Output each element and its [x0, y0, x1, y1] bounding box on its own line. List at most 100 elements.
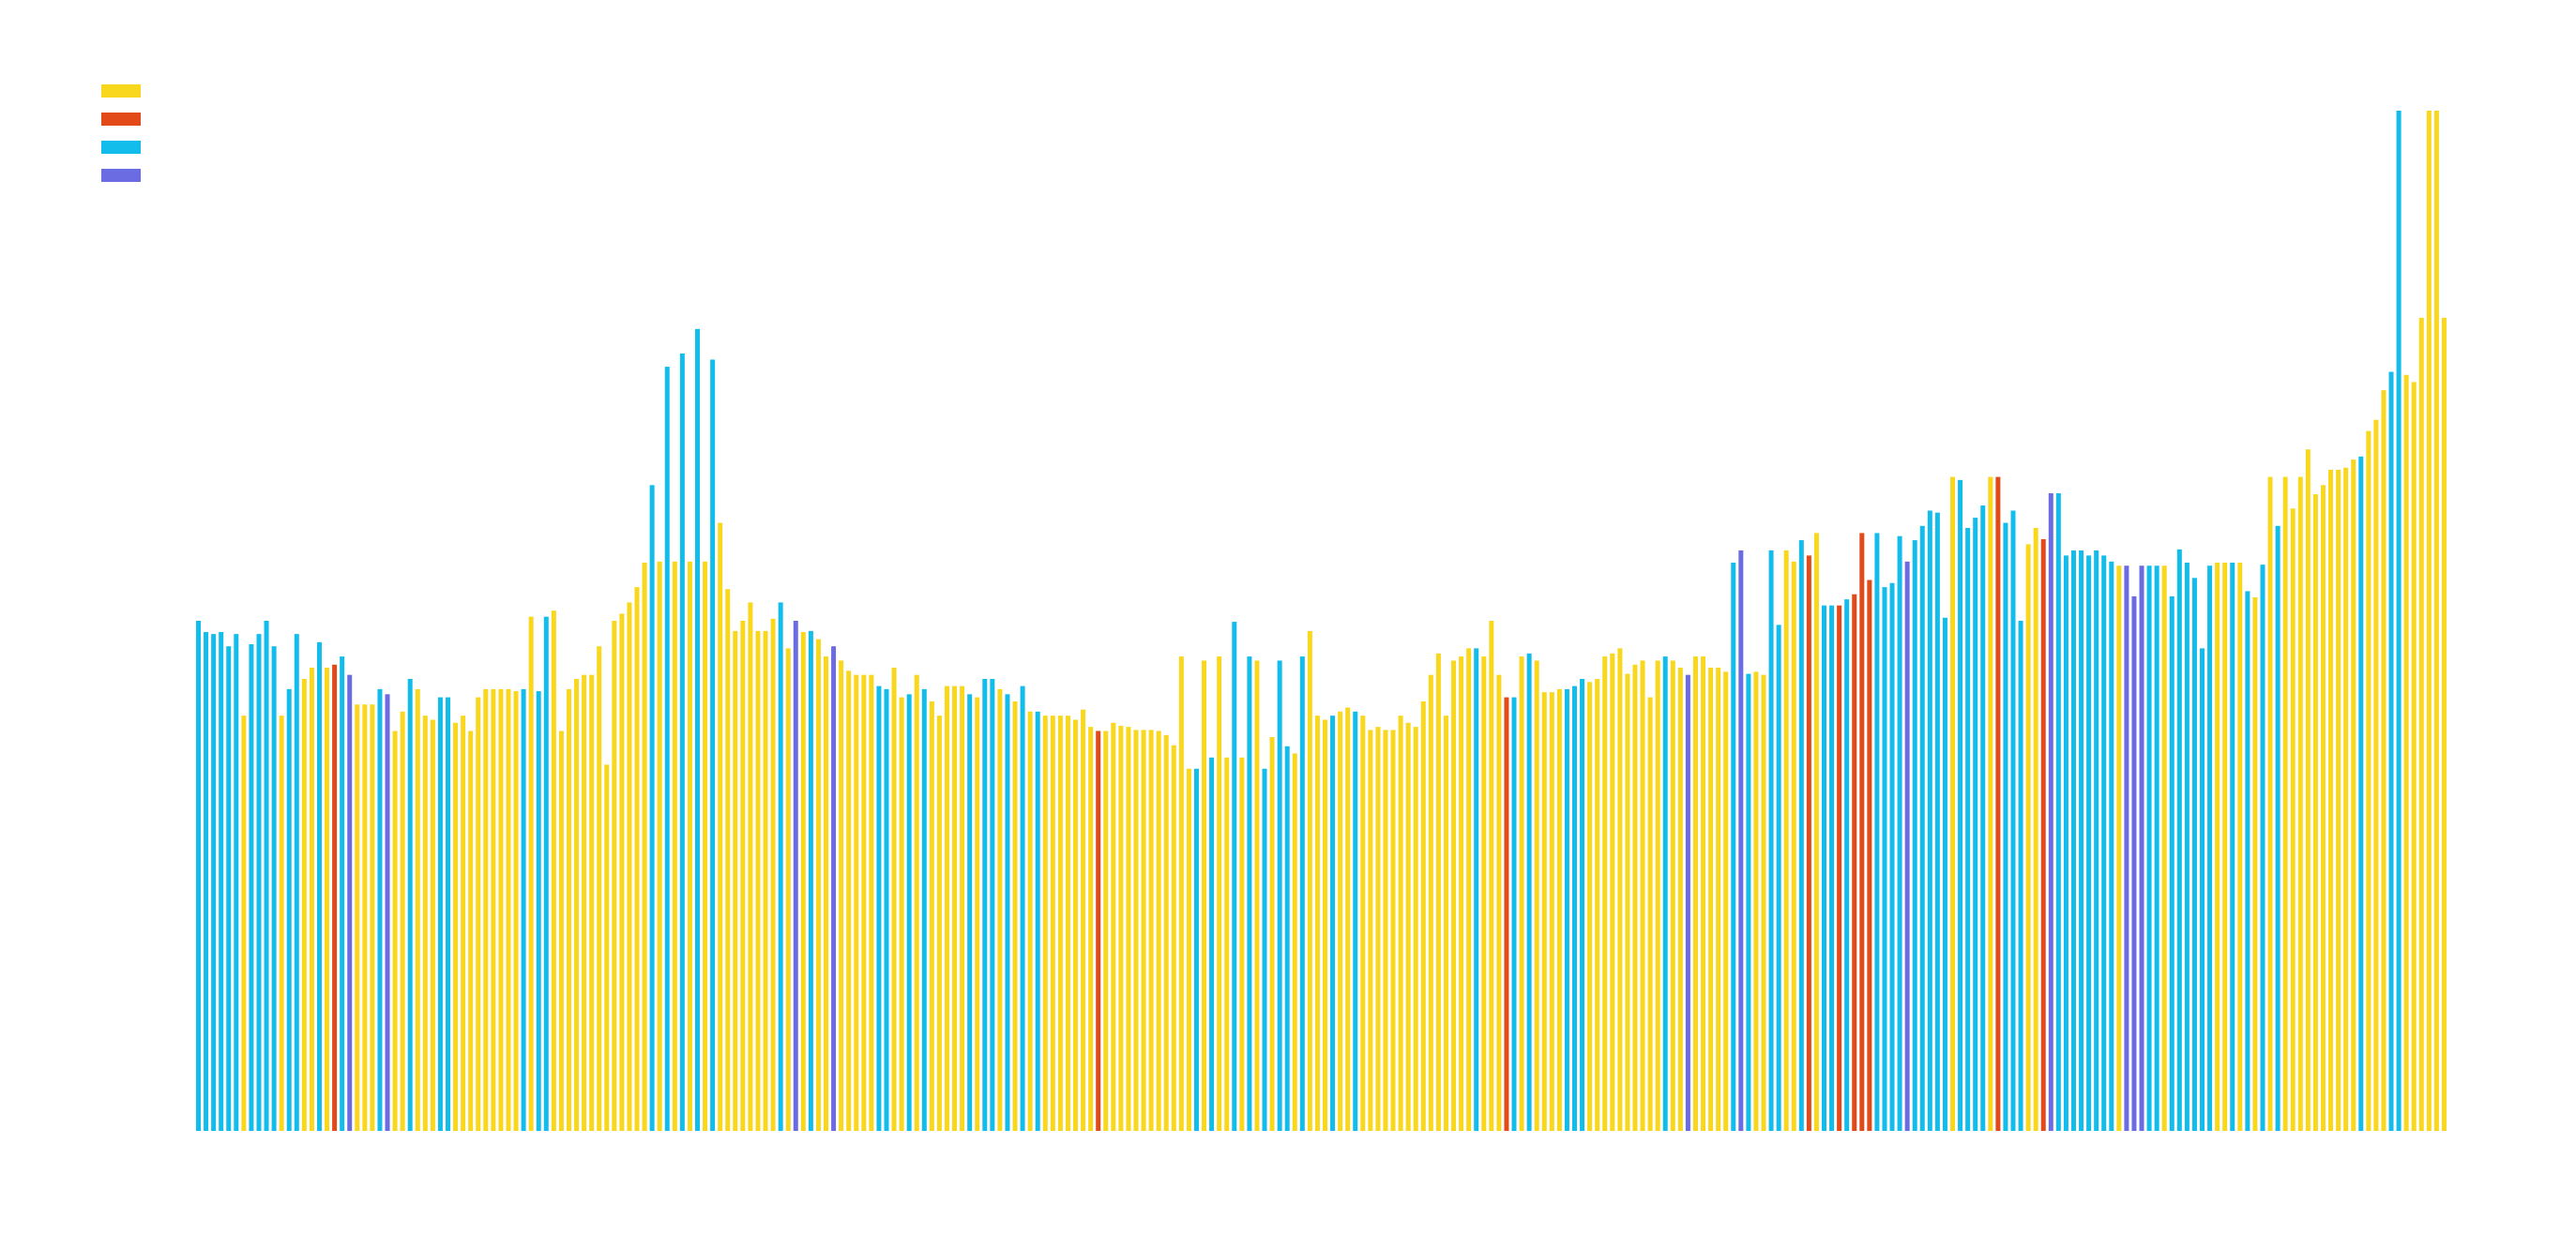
bar	[1806, 555, 1811, 1131]
bar	[2070, 550, 2076, 1131]
bar	[755, 630, 761, 1131]
bar	[271, 646, 277, 1131]
bar	[2230, 562, 2235, 1131]
bar	[1353, 711, 1358, 1131]
bar	[1685, 674, 1690, 1131]
bar	[1383, 730, 1388, 1131]
bar	[301, 679, 307, 1131]
bar	[785, 648, 791, 1131]
bar	[1405, 722, 1411, 1131]
bar	[2312, 494, 2318, 1131]
bar	[800, 631, 806, 1131]
bar	[1511, 697, 1517, 1131]
bar	[2169, 595, 2174, 1131]
bar	[846, 670, 852, 1131]
bar	[385, 694, 390, 1131]
bar	[1133, 730, 1139, 1131]
bar	[1081, 709, 1086, 1131]
bar	[558, 730, 564, 1131]
bar	[2191, 578, 2197, 1131]
bar	[1360, 715, 1366, 1131]
bar	[1655, 660, 1660, 1131]
bar	[1065, 715, 1070, 1131]
bar	[2305, 449, 2311, 1132]
bar	[1595, 679, 1600, 1131]
bar	[657, 561, 662, 1131]
bar	[506, 688, 511, 1131]
bar	[694, 328, 700, 1132]
bar	[952, 685, 958, 1131]
bar	[2139, 565, 2144, 1131]
bar	[627, 602, 632, 1131]
bar	[415, 688, 420, 1131]
bar	[1474, 648, 1479, 1131]
bar	[483, 688, 489, 1131]
bar	[936, 715, 942, 1131]
bar	[703, 561, 708, 1131]
bar	[2131, 595, 2137, 1131]
bar	[1829, 605, 1835, 1131]
bar	[2351, 459, 2356, 1132]
bar	[1073, 719, 1079, 1131]
bar	[672, 561, 677, 1131]
bar	[1178, 656, 1184, 1131]
bar	[2033, 527, 2038, 1131]
bar	[2433, 111, 2439, 1131]
bar	[249, 644, 254, 1131]
bar	[2176, 549, 2182, 1131]
bar	[778, 602, 783, 1131]
bar	[2290, 508, 2296, 1131]
bar	[2055, 493, 2061, 1131]
bar	[1390, 730, 1396, 1131]
bar	[2094, 550, 2099, 1131]
bar	[566, 688, 571, 1131]
bar	[1042, 715, 1048, 1131]
bar	[2373, 419, 2379, 1131]
bar	[2275, 525, 2281, 1131]
bar	[1466, 648, 1472, 1131]
bar	[748, 602, 753, 1131]
bar	[1171, 745, 1176, 1131]
bar	[1050, 715, 1055, 1131]
bar	[1662, 656, 1668, 1131]
bar	[437, 697, 443, 1131]
bar	[2418, 317, 2424, 1131]
bar	[921, 688, 927, 1131]
bar	[2116, 565, 2122, 1131]
bar	[733, 630, 738, 1131]
bar	[1632, 664, 1638, 1131]
bar	[664, 367, 670, 1132]
bar	[1330, 715, 1336, 1131]
bar	[619, 613, 625, 1131]
bar	[967, 694, 973, 1131]
bar	[1625, 673, 1630, 1131]
bar	[2003, 522, 2008, 1131]
bar	[2336, 469, 2341, 1132]
bar	[1118, 726, 1124, 1131]
bar	[2381, 390, 2387, 1131]
bar	[1504, 697, 1509, 1131]
bar	[2200, 648, 2205, 1131]
bar	[377, 688, 383, 1131]
bar	[355, 704, 360, 1131]
legend	[101, 77, 150, 189]
bar	[1428, 674, 1433, 1131]
bar	[536, 691, 541, 1131]
bar	[2388, 371, 2394, 1131]
bar	[316, 641, 322, 1131]
bar	[604, 764, 610, 1131]
bar	[2222, 562, 2228, 1131]
bar	[1889, 582, 1895, 1131]
bar	[2025, 544, 2031, 1131]
bar	[521, 688, 526, 1131]
bar	[1927, 510, 1932, 1131]
bar	[808, 630, 813, 1131]
bar	[710, 359, 716, 1132]
bar	[2215, 562, 2220, 1131]
bar	[2426, 111, 2432, 1131]
bar	[1965, 527, 1971, 1131]
bar	[1731, 562, 1736, 1131]
bar	[1368, 730, 1373, 1131]
bar	[2010, 510, 2016, 1131]
